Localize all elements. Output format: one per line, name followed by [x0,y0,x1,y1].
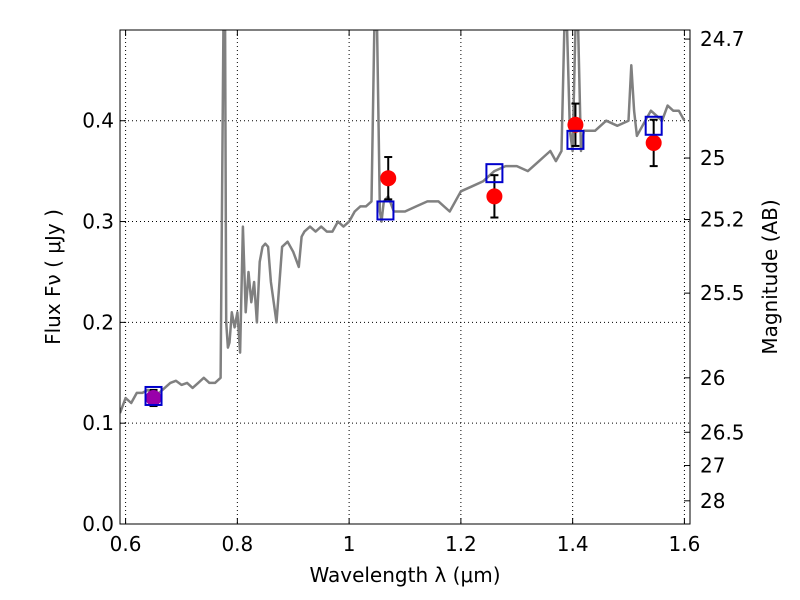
y2-tick-label: 25 [700,146,725,170]
model-point [644,115,663,136]
model-points [144,115,663,406]
y2-tick-label: 25.5 [700,281,745,305]
x-tick-label: 0.8 [221,532,253,556]
y2-axis-label: Magnitude (AB) [758,199,782,354]
y-tick-label: 0.3 [82,210,114,234]
model-point [485,163,504,184]
spectrum-series [120,30,686,414]
observed-point [567,116,584,133]
axis-ticks: 0.6 0.8 1 1.2 1.4 1.6 0.0 0.1 0.2 0.3 0.4 24.7 25 25.… [82,27,744,556]
plot-frame [119,29,691,525]
x-tick-label: 1 [343,532,356,556]
observed-point [645,134,662,151]
model-point [566,129,585,150]
observed-points [145,116,662,406]
model-point [376,200,395,221]
x-tick-label: 1.6 [669,532,701,556]
y-tick-label: 0.4 [82,109,114,133]
x-axis-label: Wavelength λ (μm) [309,563,500,587]
y2-tick-label: 24.7 [700,27,745,51]
y2-tick-label: 25.2 [700,208,745,232]
spectrum-line [120,30,686,414]
y-tick-label: 0.2 [82,310,114,334]
grid [120,30,690,525]
axis-labels: Wavelength λ (μm) Flux Fν ( μJy ) Magnit… [41,199,782,587]
x-tick-label: 0.6 [110,532,142,556]
y-axis-label: Flux Fν ( μJy ) [41,209,65,345]
observed-point [380,170,397,187]
y2-tick-label: 26 [700,366,725,390]
y2-tick-label: 26.5 [700,420,745,444]
y-tick-label: 0.1 [82,411,114,435]
y2-tick-label: 28 [700,489,725,513]
x-tick-label: 1.2 [445,532,477,556]
y2-tick-label: 27 [700,454,725,478]
model-point [144,385,163,406]
x-tick-label: 1.4 [557,532,589,556]
observed-point [486,188,503,205]
y-tick-label: 0.0 [82,512,114,536]
observed-point [145,389,162,406]
